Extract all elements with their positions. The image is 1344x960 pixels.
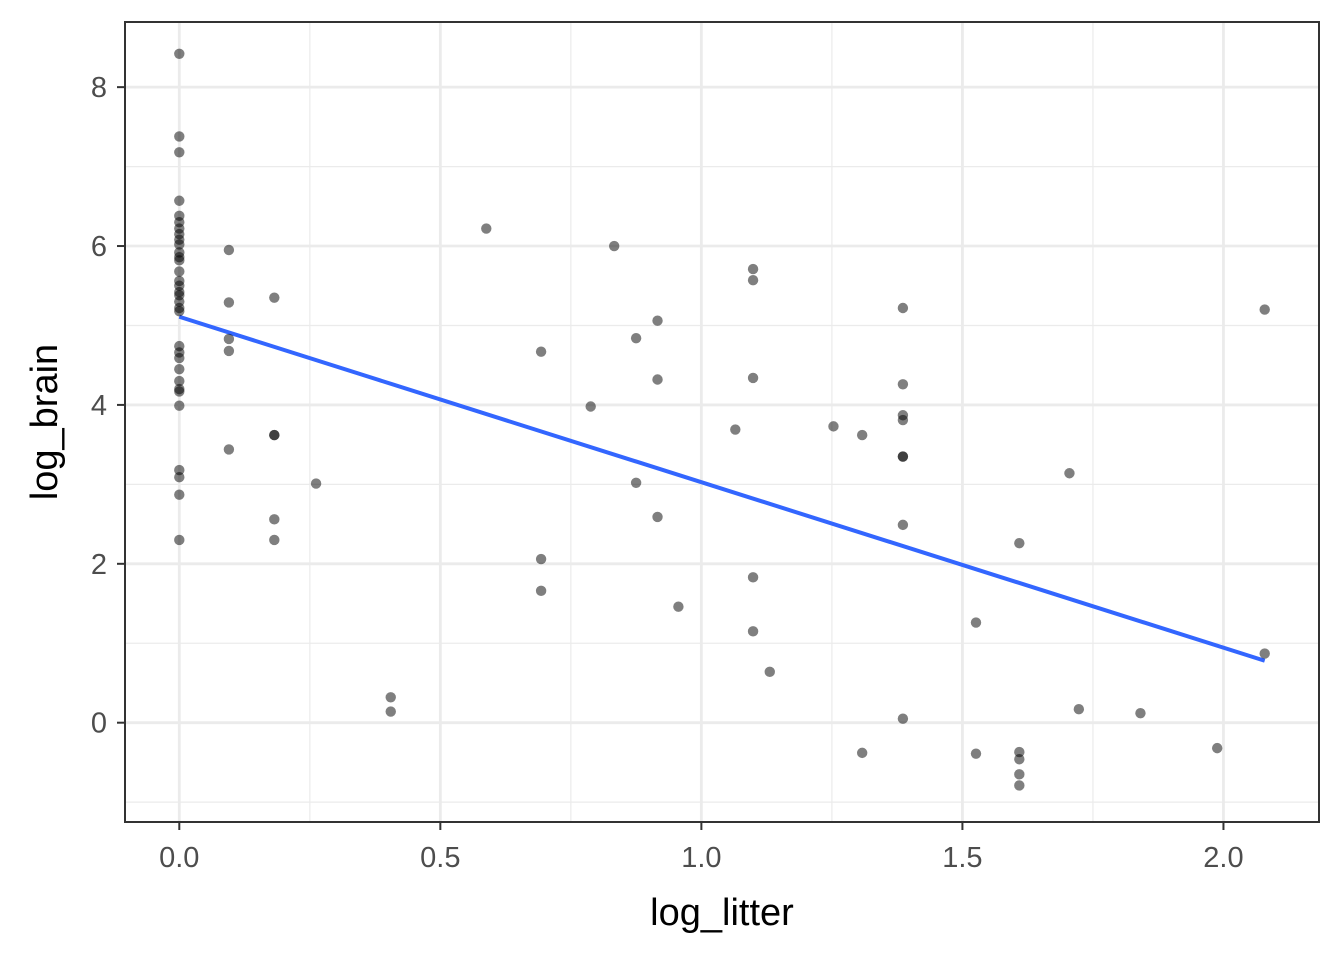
data-point bbox=[897, 379, 909, 390]
panel-border bbox=[124, 21, 1320, 823]
data-point bbox=[608, 240, 620, 252]
y-tick-label: 4 bbox=[91, 390, 107, 422]
data-point bbox=[535, 346, 547, 357]
x-tick-label: 2.0 bbox=[1203, 842, 1243, 874]
data-point bbox=[174, 534, 185, 546]
data-point bbox=[828, 421, 839, 432]
data-point bbox=[652, 315, 663, 326]
data-point bbox=[269, 292, 280, 303]
y-axis-title: log_brain bbox=[24, 344, 66, 500]
data-point bbox=[1014, 769, 1025, 780]
data-point bbox=[1211, 742, 1223, 754]
data-point bbox=[174, 305, 185, 317]
data-point bbox=[174, 266, 185, 277]
data-point bbox=[174, 195, 185, 206]
x-tick-label: 1.0 bbox=[681, 842, 721, 874]
data-point bbox=[269, 534, 280, 546]
data-point bbox=[174, 464, 185, 476]
data-point bbox=[481, 223, 492, 234]
data-points bbox=[174, 48, 1270, 791]
data-point bbox=[673, 601, 684, 612]
x-tick-label: 0.0 bbox=[159, 842, 199, 874]
data-point bbox=[174, 375, 185, 387]
x-tick-label: 0.5 bbox=[420, 842, 460, 874]
data-point bbox=[652, 511, 663, 523]
data-point bbox=[174, 239, 185, 250]
data-point bbox=[174, 386, 185, 397]
regression-line bbox=[178, 314, 1266, 663]
data-point bbox=[174, 352, 185, 364]
data-point bbox=[764, 666, 775, 678]
data-point bbox=[223, 244, 235, 256]
data-point bbox=[269, 514, 280, 525]
data-point bbox=[747, 274, 759, 286]
data-point bbox=[1014, 754, 1025, 765]
data-point bbox=[585, 401, 596, 412]
data-point bbox=[223, 345, 235, 357]
data-point bbox=[897, 414, 909, 426]
data-point bbox=[223, 333, 235, 345]
data-point bbox=[174, 400, 185, 411]
data-point bbox=[856, 429, 868, 441]
data-point bbox=[1014, 746, 1025, 758]
y-tick-label: 2 bbox=[91, 549, 107, 581]
data-point bbox=[747, 263, 759, 275]
data-point bbox=[385, 706, 396, 717]
data-point bbox=[385, 692, 396, 703]
data-point bbox=[174, 363, 185, 375]
data-point bbox=[1073, 703, 1085, 715]
x-tick-label: 1.5 bbox=[942, 842, 982, 874]
data-point bbox=[747, 626, 759, 637]
y-tick-label: 8 bbox=[91, 72, 107, 104]
x-axis-title: log_litter bbox=[650, 892, 794, 934]
data-point bbox=[535, 553, 547, 565]
data-point bbox=[174, 131, 185, 142]
x-axis-ticks: 0.0 0.5 1.0 1.5 2.0 bbox=[159, 822, 1244, 874]
y-tick-label: 0 bbox=[91, 708, 107, 740]
data-point bbox=[1259, 648, 1270, 659]
data-point bbox=[630, 477, 642, 488]
minor-gridlines bbox=[125, 22, 1319, 822]
data-point bbox=[269, 429, 280, 441]
data-point bbox=[630, 332, 642, 344]
regression-line-layer bbox=[178, 314, 1266, 663]
data-point bbox=[223, 297, 235, 308]
data-point bbox=[174, 255, 185, 266]
data-point bbox=[174, 147, 185, 158]
data-point bbox=[897, 451, 909, 462]
data-point bbox=[747, 572, 759, 583]
y-tick-label: 6 bbox=[91, 231, 107, 263]
data-point bbox=[897, 302, 909, 314]
data-point bbox=[223, 444, 235, 455]
data-point bbox=[747, 372, 759, 384]
data-point bbox=[970, 748, 982, 759]
data-point bbox=[1014, 780, 1025, 791]
data-point bbox=[1259, 304, 1270, 315]
data-point bbox=[310, 478, 322, 489]
data-point bbox=[730, 424, 741, 435]
data-point bbox=[1135, 707, 1146, 719]
data-point bbox=[174, 472, 185, 483]
data-point bbox=[970, 617, 982, 628]
data-point bbox=[1064, 468, 1075, 479]
data-point bbox=[897, 713, 909, 724]
data-point bbox=[652, 374, 663, 385]
data-point bbox=[897, 519, 909, 531]
major-gridlines bbox=[125, 22, 1319, 822]
data-point bbox=[174, 489, 185, 500]
y-axis-ticks: 0 2 4 6 8 bbox=[91, 72, 125, 740]
data-point bbox=[174, 48, 185, 59]
data-point bbox=[856, 747, 868, 759]
data-point bbox=[1014, 537, 1025, 549]
data-point bbox=[535, 585, 547, 597]
